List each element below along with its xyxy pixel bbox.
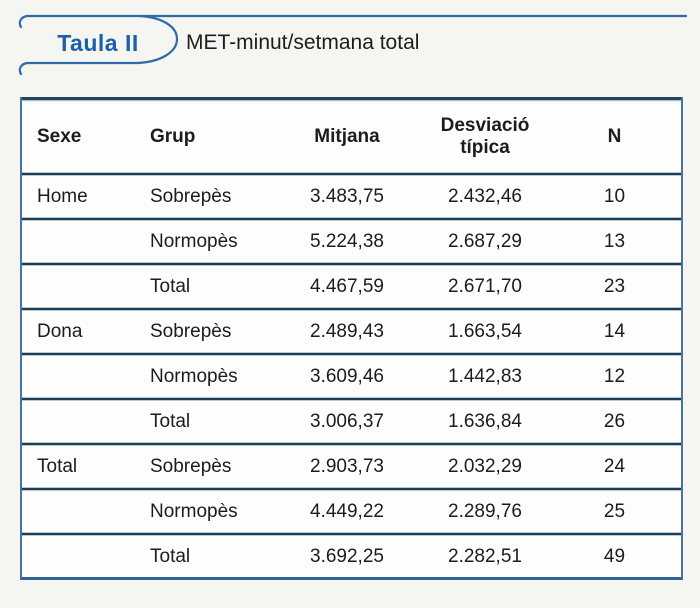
cell-grup: Normopès [150, 365, 238, 387]
cell-mitjana: 2.903,73 [310, 455, 384, 477]
badge-outline-decoration [18, 14, 688, 76]
cell-n: 23 [603, 275, 626, 297]
cell-mitjana: 3.483,75 [310, 185, 384, 207]
cell-sexe: Dona [37, 320, 83, 342]
cell-mitjana: 4.449,22 [310, 500, 384, 522]
table-title: MET-minut/setmana total [186, 31, 420, 54]
cell-n: 26 [603, 410, 626, 432]
table-row: Total 3.006,37 1.636,84 26 [22, 401, 681, 442]
table-row: Normopès 4.449,22 2.289,76 25 [22, 491, 681, 532]
table-header-row: Sexe Grup Mitjana Desviació típica N [22, 102, 681, 172]
table-row: Total Sobrepès 2.903,73 2.032,29 24 [22, 446, 681, 487]
table-row: Total 3.692,25 2.282,51 49 [22, 536, 681, 577]
figure-header: Taula II MET-minut/setmana total [0, 0, 700, 92]
cell-grup: Normopès [150, 500, 238, 522]
cell-grup: Normopès [150, 230, 238, 252]
cell-desviacio: 2.289,76 [448, 500, 522, 522]
group-separator [22, 307, 681, 311]
cell-sexe: Total [37, 455, 78, 477]
cell-desviacio: 1.663,54 [448, 320, 522, 342]
cell-grup: Total [150, 410, 191, 432]
table-row: Normopès 5.224,38 2.687,29 13 [22, 221, 681, 262]
cell-desviacio: 2.671,70 [448, 275, 522, 297]
cell-n: 13 [603, 230, 626, 252]
cell-mitjana: 3.609,46 [310, 365, 384, 387]
cell-n: 25 [603, 500, 626, 522]
cell-desviacio: 2.687,29 [448, 230, 522, 252]
group-separator [22, 442, 681, 446]
cell-mitjana: 5.224,38 [310, 230, 384, 252]
row-separator [22, 487, 681, 491]
row-separator [22, 217, 681, 221]
cell-mitjana: 4.467,59 [310, 275, 384, 297]
cell-grup: Sobrepès [150, 320, 232, 342]
cell-n: 10 [603, 185, 626, 207]
table-row: Total 4.467,59 2.671,70 23 [22, 266, 681, 307]
row-separator [22, 172, 681, 176]
cell-grup: Sobrepès [150, 455, 232, 477]
cell-sexe: Home [37, 185, 88, 207]
row-separator [22, 262, 681, 266]
column-header-desviacio: Desviació típica [440, 115, 530, 158]
cell-n: 14 [603, 320, 626, 342]
cell-n: 12 [603, 365, 626, 387]
cell-n: 24 [603, 455, 626, 477]
column-header-grup: Grup [150, 126, 196, 147]
table-row: Normopès 3.609,46 1.442,83 12 [22, 356, 681, 397]
table-badge: Taula II [57, 30, 139, 56]
row-separator [22, 352, 681, 356]
cell-mitjana: 2.489,43 [310, 320, 384, 342]
table-row: Dona Sobrepès 2.489,43 1.663,54 14 [22, 311, 681, 352]
column-header-n: N [607, 126, 622, 147]
cell-n: 49 [603, 545, 626, 567]
cell-mitjana: 3.006,37 [310, 410, 384, 432]
cell-grup: Sobrepès [150, 185, 232, 207]
column-header-mitjana: Mitjana [314, 126, 380, 147]
cell-mitjana: 3.692,25 [310, 545, 384, 567]
column-header-sexe: Sexe [37, 126, 82, 147]
data-table: Sexe Grup Mitjana Desviació típica N Hom… [20, 97, 683, 580]
cell-desviacio: 2.432,46 [448, 185, 522, 207]
row-separator [22, 532, 681, 536]
cell-grup: Total [150, 545, 191, 567]
cell-desviacio: 1.636,84 [448, 410, 522, 432]
table-top-border [22, 97, 681, 102]
table-row: Home Sobrepès 3.483,75 2.432,46 10 [22, 176, 681, 217]
cell-grup: Total [150, 275, 191, 297]
cell-desviacio: 2.282,51 [448, 545, 522, 567]
cell-desviacio: 1.442,83 [448, 365, 522, 387]
cell-desviacio: 2.032,29 [448, 455, 522, 477]
row-separator [22, 397, 681, 401]
